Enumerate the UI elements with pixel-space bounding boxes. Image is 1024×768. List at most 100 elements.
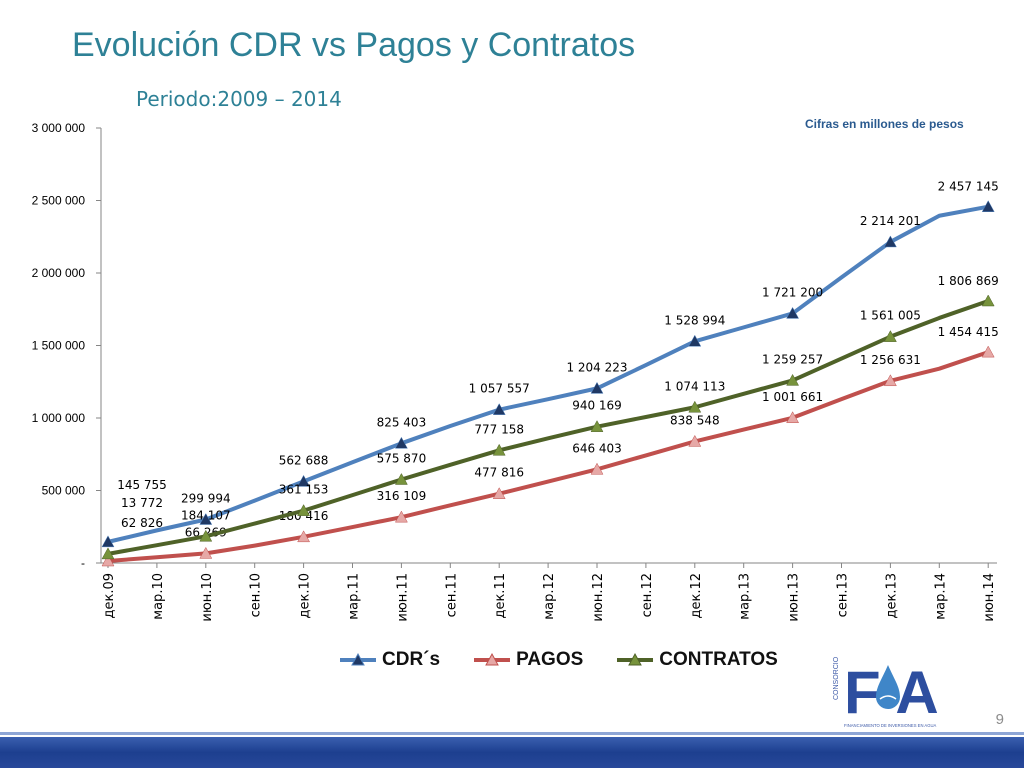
logo-caption: FINANCIAMIENTO DE INVERSIONES EN AGUA: [844, 723, 937, 728]
series-marker-0: [297, 474, 311, 487]
y-tick-label: -: [81, 556, 85, 570]
x-tick-label: дек.09: [102, 573, 117, 619]
data-label: 1 806 869: [938, 274, 999, 288]
logo-graphic: CONSORCIO FA FINANCIAMIENTO DE INVERSION…: [833, 656, 957, 728]
series-line-0: [107, 204, 989, 544]
footer-accent-line: [0, 732, 1024, 735]
x-tick-label: июн.12: [591, 573, 606, 622]
data-label: 316 109: [377, 489, 427, 503]
legend-item-contratos: CONTRATOS: [615, 649, 778, 671]
legend-marker-cdr: [351, 652, 365, 666]
legend-swatch-pagos: [474, 652, 511, 666]
data-label: 361 153: [279, 483, 329, 497]
data-label: 1 454 415: [938, 325, 999, 339]
y-tick-label: 1 000 000: [32, 411, 86, 425]
series-marker-1: [394, 510, 408, 523]
data-label: 575 870: [377, 451, 427, 465]
data-label: 838 548: [670, 413, 720, 427]
data-label: 1 561 005: [860, 309, 921, 323]
x-tick-label: мар.12: [542, 573, 557, 620]
legend-item-cdr: CDR´s: [338, 649, 440, 671]
slide-subtitle: Periodo:2009 – 2014: [136, 87, 342, 111]
data-label: 2 214 201: [860, 214, 921, 228]
data-label: 2 457 145: [938, 180, 999, 194]
series-marker-0: [688, 334, 702, 347]
x-tick-label: сен.12: [640, 573, 655, 617]
logo-letters: FA: [844, 659, 957, 726]
x-tick-label: мар.14: [933, 573, 948, 620]
x-tick-label: мар.10: [151, 573, 166, 620]
series-marker-1: [101, 554, 115, 567]
data-label: 1 057 557: [469, 382, 530, 396]
series-marker-2: [688, 400, 702, 413]
units-note: Cifras en millones de pesos: [805, 117, 964, 131]
line-chart: - 500 000 1 000 000 1 500 000 2 000 000 2 500…: [32, 121, 999, 622]
data-label: 1 721 200: [762, 285, 823, 299]
series-marker-1: [786, 411, 800, 424]
y-tick-label: 2 000 000: [32, 266, 86, 280]
series-marker-1: [590, 462, 604, 475]
footer-bar: [0, 737, 1024, 768]
series-marker-0: [883, 235, 897, 248]
legend-swatch-contratos: [617, 652, 654, 666]
series-marker-0: [199, 512, 213, 525]
series-marker-0: [492, 403, 506, 415]
series-line-1: [107, 350, 989, 563]
data-label: 646 403: [572, 441, 622, 455]
series-marker-2: [394, 472, 408, 485]
series-marker-0: [590, 381, 604, 394]
series-marker-0: [394, 436, 408, 449]
series-marker-2: [297, 504, 311, 516]
y-tick-label: 1 500 000: [32, 339, 86, 353]
data-label: 940 169: [572, 399, 622, 413]
series-marker-2: [786, 373, 800, 386]
legend-label-contratos: CONTRATOS: [659, 649, 778, 670]
data-label: 145 755: [117, 478, 167, 492]
x-tick-label: июн.10: [200, 573, 215, 622]
x-tick-label: июн.14: [982, 573, 997, 622]
series-marker-1: [883, 374, 897, 387]
x-tick-label: сен.10: [249, 573, 264, 617]
series-marker-1: [688, 434, 702, 447]
x-tick-label: мар.11: [347, 573, 362, 620]
series-marker-0: [101, 535, 115, 548]
data-label: 1 074 113: [664, 379, 725, 393]
x-tick-label: сен.13: [836, 573, 851, 617]
consorcio-fia-logo: CONSORCIO FA FINANCIAMIENTO DE INVERSION…: [830, 655, 970, 735]
data-label: 562 688: [279, 453, 329, 467]
x-tick-label: июн.13: [787, 573, 802, 622]
y-tick-label: 3 000 000: [32, 121, 86, 135]
chart-legend: CDR´s PAGOS CONTRATOS: [338, 648, 800, 672]
series-marker-2: [981, 294, 995, 307]
data-label: 13 772: [121, 496, 163, 510]
series-marker-1: [981, 345, 995, 358]
series-marker-0: [981, 200, 995, 212]
series-marker-2: [590, 420, 604, 432]
series-marker-2: [101, 547, 115, 560]
data-label: 1 259 257: [762, 352, 823, 366]
series-marker-0: [786, 306, 800, 319]
series-marker-1: [297, 530, 311, 543]
data-label: 777 158: [474, 422, 524, 436]
logo-side-text: CONSORCIO: [833, 656, 840, 700]
data-label: 825 403: [377, 415, 427, 429]
legend-marker-pagos: [485, 652, 499, 666]
x-tick-label: июн.11: [395, 573, 410, 622]
data-label: 477 816: [474, 466, 524, 480]
data-label: 1 256 631: [860, 353, 921, 367]
data-label: 1 528 994: [664, 313, 725, 327]
y-tick-label: 500 000: [42, 484, 86, 498]
legend-label-pagos: PAGOS: [516, 649, 584, 670]
data-label: 62 826: [121, 516, 163, 530]
series-marker-2: [199, 529, 213, 542]
page-number: 9: [995, 711, 1004, 728]
x-tick-label: дек.12: [689, 573, 704, 619]
series-marker-2: [492, 443, 506, 456]
x-tick-label: дек.13: [884, 573, 899, 619]
data-label: 299 994: [181, 492, 231, 506]
y-tick-label: 2 500 000: [32, 194, 86, 208]
legend-swatch-cdr: [340, 652, 376, 666]
x-tick-label: дек.10: [298, 573, 313, 619]
series-line-2: [107, 299, 989, 556]
series-marker-2: [883, 330, 897, 342]
